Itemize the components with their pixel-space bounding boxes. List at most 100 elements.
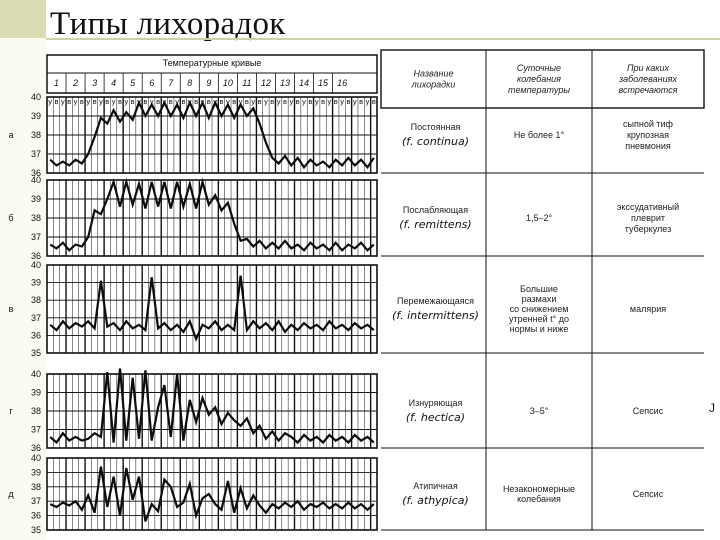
fever-latin-name: (f. continua) [402, 135, 469, 148]
ampm-label: в [308, 97, 312, 106]
disease-text: крупозная [627, 130, 669, 140]
y-tick-label: 38 [31, 295, 41, 305]
fluctuation-text: размахи [522, 294, 557, 304]
day-label: 4 [111, 78, 116, 88]
ampm-label: в [359, 97, 363, 106]
ampm-label: у [124, 97, 128, 106]
ampm-label: в [67, 97, 71, 106]
table-header-frame [380, 49, 705, 109]
y-tick-label: 36 [31, 443, 41, 453]
ampm-label: в [105, 97, 109, 106]
day-label: 15 [318, 78, 329, 88]
ampm-label: в [181, 97, 185, 106]
ampm-label: у [175, 97, 179, 106]
ampm-label: у [226, 97, 230, 106]
ampm-label: в [245, 97, 249, 106]
day-label: 5 [130, 78, 136, 88]
fluctuation-text: со снижением [510, 304, 569, 314]
day-label: 6 [149, 78, 154, 88]
ampm-label: в [156, 97, 160, 106]
day-label: 14 [299, 78, 309, 88]
ampm-label: в [346, 97, 350, 106]
side-decoration [0, 38, 46, 540]
ampm-label: у [251, 97, 255, 106]
fluctuation-text: 3–5° [530, 406, 549, 416]
ampm-label: у [112, 97, 116, 106]
y-tick-label: 40 [31, 369, 41, 379]
title-underline [46, 38, 720, 40]
y-tick-label: 36 [31, 251, 41, 261]
y-tick-label: 38 [31, 130, 41, 140]
day-label: 3 [92, 78, 97, 88]
chart-header-label: Температурные кривые [163, 58, 262, 68]
ampm-label: в [143, 97, 147, 106]
ampm-label: в [321, 97, 325, 106]
ampm-label: у [289, 97, 293, 106]
y-tick-label: 35 [31, 348, 41, 358]
day-label: 1 [54, 78, 59, 88]
temperature-curve [49, 177, 375, 252]
disease-text: плеврит [631, 213, 665, 223]
temperature-curve [49, 99, 375, 170]
y-tick-label: 39 [31, 467, 41, 477]
fluctuation-text: нормы и ниже [510, 324, 569, 334]
fever-latin-name: (f. remittens) [399, 218, 471, 231]
row-letter: в [9, 304, 14, 314]
ampm-label: у [264, 97, 268, 106]
ampm-label: в [93, 97, 97, 106]
slide-title: Типы лихорадок [50, 6, 286, 42]
day-label: 16 [337, 78, 347, 88]
ampm-label: у [74, 97, 78, 106]
fever-name: Перемежающаяся [397, 296, 474, 306]
edge-mark: J [709, 401, 715, 415]
day-label: 9 [206, 78, 211, 88]
fever-name: Атипичная [413, 481, 458, 491]
table-header-text: При каких [627, 63, 670, 73]
y-tick-label: 40 [31, 453, 41, 463]
ampm-label: в [80, 97, 84, 106]
row-letter: д [8, 489, 14, 499]
y-tick-label: 40 [31, 260, 41, 270]
day-label: 13 [280, 78, 290, 88]
day-label: 7 [168, 78, 174, 88]
fever-name: Послабляющая [403, 205, 468, 215]
ampm-label: в [283, 97, 287, 106]
fluctuation-text: колебания [517, 494, 561, 504]
ampm-label: в [372, 97, 376, 106]
disease-text: Сепсис [633, 406, 664, 416]
row-letter: б [8, 213, 13, 223]
temperature-curve [49, 368, 375, 445]
fluctuation-text: 1,5–2° [526, 213, 553, 223]
corner-decoration [0, 0, 46, 38]
day-label: 2 [72, 78, 78, 88]
disease-text: пневмония [625, 141, 671, 151]
ampm-label: в [334, 97, 338, 106]
y-tick-label: 38 [31, 213, 41, 223]
ampm-label: у [86, 97, 90, 106]
temperature-curve [49, 275, 375, 342]
y-tick-label: 39 [31, 194, 41, 204]
disease-text: малярия [630, 304, 666, 314]
chart-header-frame [46, 54, 378, 94]
disease-text: сыпной тиф [623, 119, 673, 129]
fluctuation-text: Незакономерные [503, 484, 575, 494]
ampm-label: у [302, 97, 306, 106]
day-label: 11 [242, 78, 251, 88]
ampm-label: у [239, 97, 243, 106]
fever-latin-name: (f. hectica) [406, 411, 465, 424]
temperature-curve [49, 466, 375, 522]
y-tick-label: 39 [31, 278, 41, 288]
ampm-label: в [55, 97, 59, 106]
y-tick-label: 36 [31, 511, 41, 521]
table-header-text: встречаются [618, 85, 677, 95]
fever-name: Постоянная [411, 122, 461, 132]
fever-latin-name: (f. intermittens) [392, 309, 479, 322]
ampm-label: в [296, 97, 300, 106]
ampm-label: в [207, 97, 211, 106]
row-letter: а [8, 130, 13, 140]
fever-latin-name: (f. athypica) [402, 494, 469, 507]
row-letter: г [9, 406, 13, 416]
y-tick-label: 38 [31, 482, 41, 492]
y-tick-label: 38 [31, 406, 41, 416]
ampm-label: у [61, 97, 65, 106]
